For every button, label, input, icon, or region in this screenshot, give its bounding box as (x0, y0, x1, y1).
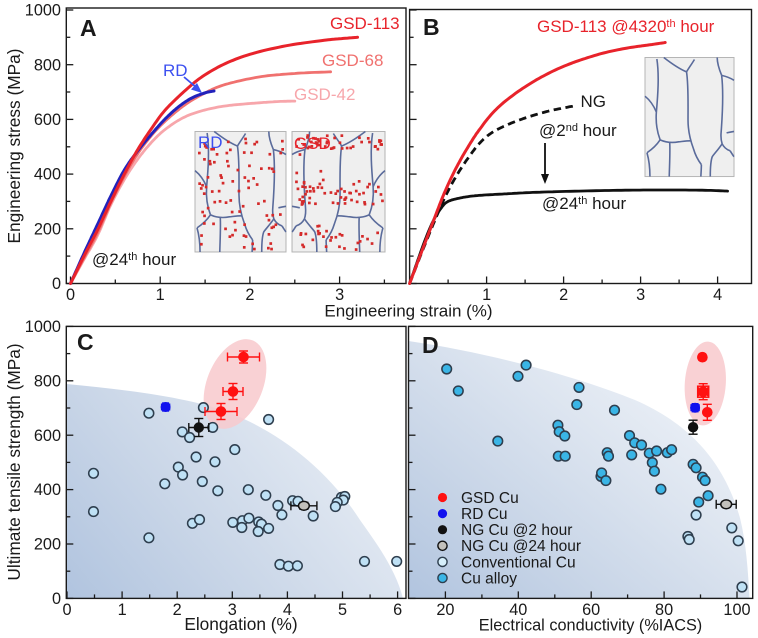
svg-text:Ultimate tensile strength (MPa: Ultimate tensile strength (MPa) (4, 343, 24, 580)
svg-text:Engineering strain (%): Engineering strain (%) (324, 302, 492, 321)
svg-text:3: 3 (636, 286, 645, 304)
svg-text:40: 40 (509, 601, 527, 619)
svg-text:A: A (80, 15, 97, 41)
svg-text:@24th hour: @24th hour (92, 250, 176, 269)
svg-text:1000: 1000 (25, 2, 61, 20)
svg-text:@2nd hour: @2nd hour (539, 121, 617, 140)
svg-text:1: 1 (118, 601, 127, 619)
svg-text:GSD: GSD (294, 134, 331, 153)
svg-text:0: 0 (66, 286, 75, 304)
svg-text:1: 1 (156, 286, 165, 304)
svg-text:GSD-42: GSD-42 (294, 85, 355, 104)
svg-text:B: B (423, 14, 440, 40)
svg-text:2: 2 (559, 286, 568, 304)
svg-text:C: C (77, 329, 94, 355)
svg-text:Cu alloy: Cu alloy (461, 570, 517, 587)
svg-text:0: 0 (62, 601, 71, 619)
svg-text:GSD-113 @4320th hour: GSD-113 @4320th hour (537, 17, 715, 36)
svg-text:400: 400 (34, 166, 61, 184)
svg-text:NG Cu @2 hour: NG Cu @2 hour (461, 522, 572, 539)
svg-text:Engineering stress (MPa): Engineering stress (MPa) (4, 49, 24, 244)
svg-text:2: 2 (245, 286, 254, 304)
svg-text:NG: NG (581, 92, 607, 111)
svg-text:GSD-113: GSD-113 (330, 14, 400, 33)
svg-text:4: 4 (713, 286, 722, 304)
svg-text:1000: 1000 (25, 318, 61, 336)
svg-text:Electrical conductivity (%IACS: Electrical conductivity (%IACS) (479, 617, 702, 635)
svg-text:600: 600 (34, 427, 61, 445)
svg-text:0: 0 (52, 590, 61, 608)
svg-text:GSD-68: GSD-68 (322, 51, 383, 70)
svg-text:2: 2 (173, 601, 182, 619)
svg-text:100: 100 (723, 601, 750, 619)
svg-text:6: 6 (393, 601, 402, 619)
svg-text:60: 60 (582, 601, 600, 619)
svg-text:80: 80 (655, 601, 673, 619)
svg-text:200: 200 (34, 536, 61, 554)
svg-text:800: 800 (34, 372, 61, 390)
svg-text:20: 20 (436, 601, 454, 619)
svg-text:D: D (422, 332, 439, 358)
svg-text:3: 3 (228, 601, 237, 619)
svg-text:RD Cu: RD Cu (461, 506, 508, 523)
svg-text:200: 200 (34, 220, 61, 238)
svg-text:3: 3 (335, 286, 344, 304)
svg-text:RD: RD (163, 61, 188, 80)
svg-text:1: 1 (482, 286, 491, 304)
svg-text:4: 4 (283, 601, 292, 619)
svg-text:RD: RD (198, 133, 223, 152)
svg-text:600: 600 (34, 111, 61, 129)
svg-text:GSD Cu: GSD Cu (461, 490, 519, 507)
svg-text:Conventional Cu: Conventional Cu (461, 554, 576, 571)
svg-text:NG Cu @24 hour: NG Cu @24 hour (461, 538, 581, 555)
svg-text:0: 0 (52, 275, 61, 293)
svg-text:400: 400 (34, 481, 61, 499)
svg-text:Elongation (%): Elongation (%) (184, 614, 297, 634)
svg-text:@24th hour: @24th hour (542, 194, 626, 213)
svg-text:5: 5 (338, 601, 347, 619)
svg-text:800: 800 (34, 56, 61, 74)
